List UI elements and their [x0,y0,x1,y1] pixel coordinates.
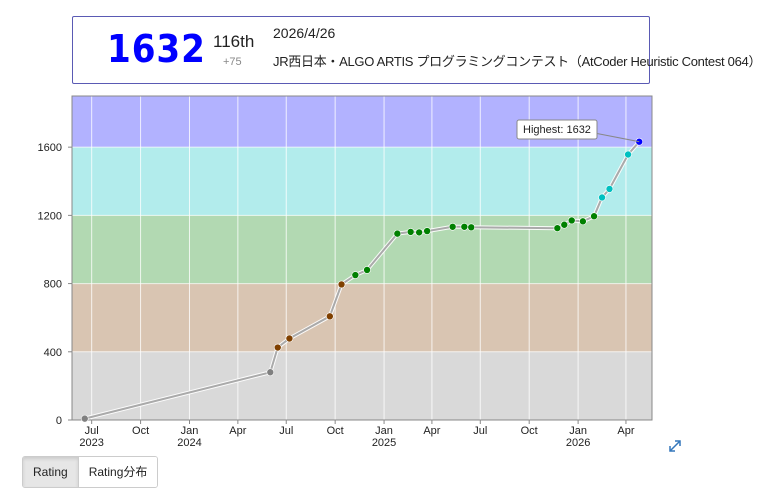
data-point [553,224,562,232]
data-point [80,414,89,423]
data-point [624,150,632,159]
contest-rank: 116th [213,32,255,51]
data-point [560,220,569,229]
x-tick-year: 2025 [372,437,396,449]
rating-band-1 [72,283,652,352]
data-point [598,193,606,202]
y-tick-label: 1200 [38,210,62,222]
data-point [326,312,334,321]
data-point [363,266,371,274]
x-tick-label: Jul [279,425,293,437]
annotation-leader [596,133,640,143]
x-tick-label: Oct [327,425,344,437]
y-tick-label: 1600 [38,142,62,154]
x-tick-label: Apr [617,425,634,437]
data-point [415,228,423,237]
data-point [285,334,294,343]
data-point [406,228,415,236]
plot-frame [71,95,653,421]
data-point [337,280,346,289]
x-tick-label: Oct [132,425,149,437]
data-point [266,368,275,377]
data-point [467,223,476,232]
x-tick-label: Jul [85,425,99,437]
data-point [423,227,431,235]
data-point [460,222,469,231]
contest-date: 2026/4/26 [273,25,336,41]
x-tick-label: Apr [229,425,246,437]
data-point [590,212,598,221]
x-tick-label: Jul [473,425,487,437]
data-point [273,343,282,352]
chart-tab-bar: Rating Rating分布 [22,456,159,488]
annotation-box [516,119,598,140]
x-tick-year: 2026 [566,437,590,449]
x-tick-label: Jan [569,425,587,437]
contest-status-box: 1632 116th +75 2026/4/26 JR西日本・ALGO ARTI… [72,16,761,84]
data-point [605,185,614,193]
y-tick-label: 800 [44,279,62,291]
data-point [448,222,457,231]
current-rating: 1632 [107,27,206,71]
highest-annotation: Highest: 1632 [516,119,640,143]
tab-rating-distribution[interactable]: Rating分布 [77,457,158,487]
x-tick-label: Jan [375,425,393,437]
annotation-label: Highest: 1632 [523,124,591,136]
y-tick-label: 0 [56,415,62,427]
x-tick-label: Apr [423,425,440,437]
contest-name[interactable]: JR西日本・ALGO ARTIS プログラミングコンテスト（AtCoder He… [273,54,762,69]
data-point [351,271,360,279]
rating-band-3 [72,147,652,216]
x-tick-label: Oct [521,425,538,437]
x-tick-year: 2024 [177,437,201,449]
data-point [567,216,576,225]
x-tick-year: 2023 [79,437,103,449]
y-tick-label: 400 [44,347,62,359]
tab-rating[interactable]: Rating [23,457,78,487]
rating-band-0 [72,351,652,420]
rating-diff: +75 [223,56,242,68]
rating-series [80,137,644,423]
data-point [579,217,587,226]
expand-arrows-icon[interactable] [668,439,682,453]
x-tick-label: Jan [181,425,199,437]
y-axis: 0 400 800 1200 1600 [38,142,72,427]
data-point [393,229,402,238]
rating-color-bands [72,96,652,420]
